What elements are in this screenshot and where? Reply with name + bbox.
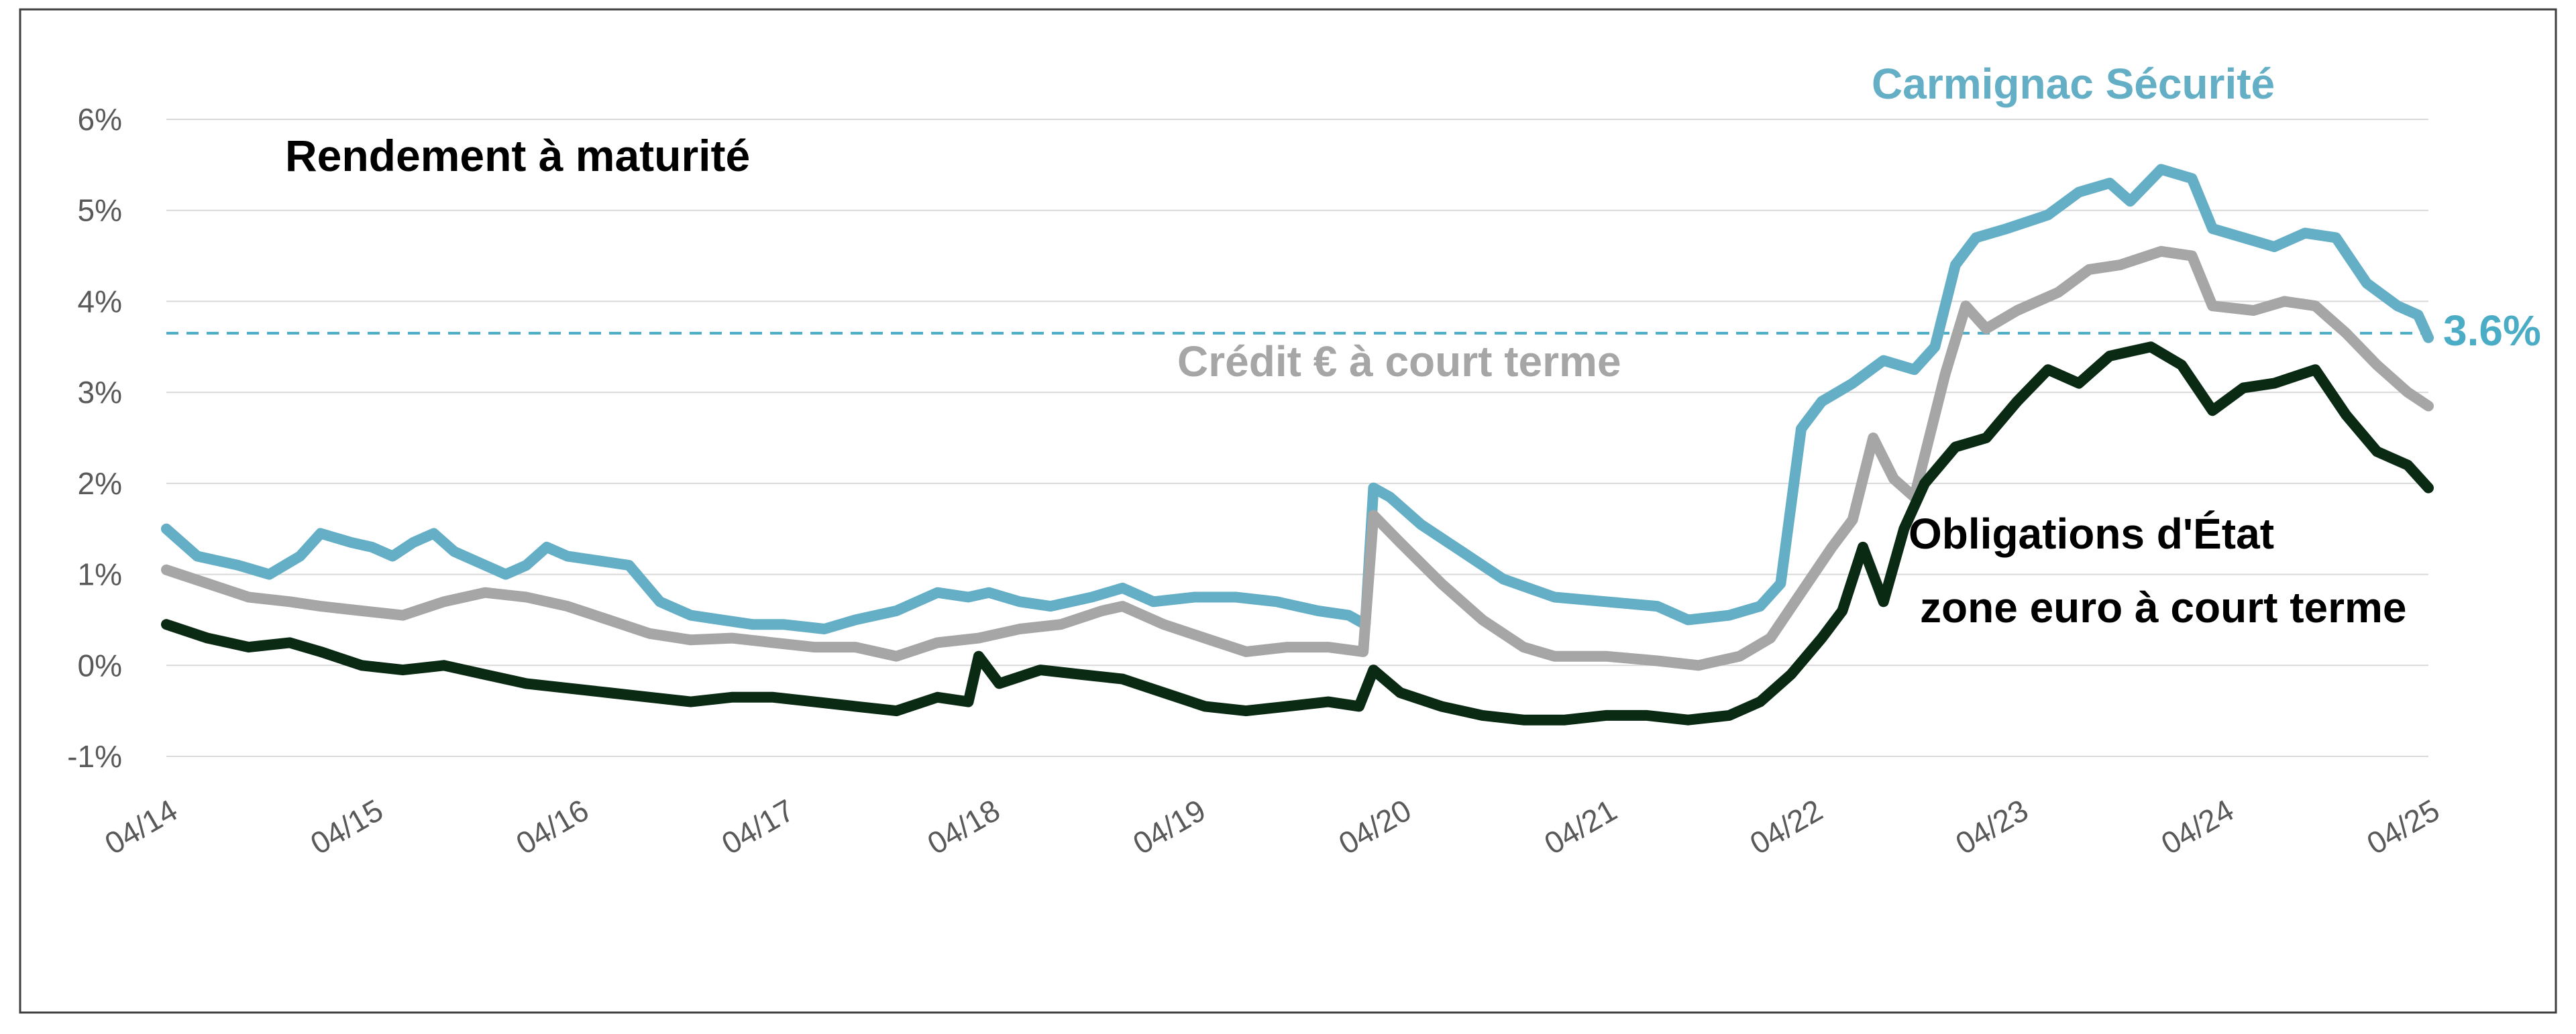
y-tick-label: 4% xyxy=(78,284,122,319)
series-label-credit: Crédit € à court terme xyxy=(1177,337,1621,386)
y-tick-label: 5% xyxy=(78,193,122,228)
series-label-obligations-line1: Obligations d'État xyxy=(1909,510,2274,558)
reference-line-label: 3.6% xyxy=(2443,306,2541,355)
series-label-obligations-line2: zone euro à court terme xyxy=(1920,583,2407,632)
chart-frame xyxy=(19,8,2557,1014)
y-tick-label: 3% xyxy=(78,375,122,410)
series-line-obligations xyxy=(161,341,2434,726)
series-label-carmignac: Carmignac Sécurité xyxy=(1872,60,2275,108)
y-axis-ticks: 6% 5% 4% 3% 2% 1% 0% -1% xyxy=(67,102,122,774)
y-tick-label: 2% xyxy=(78,466,122,501)
chart-title: Rendement à maturité xyxy=(285,131,750,180)
series-line-credit xyxy=(161,245,2434,671)
y-tick-label: 0% xyxy=(78,648,122,683)
series-lines xyxy=(161,164,2434,726)
y-tick-label: -1% xyxy=(67,739,122,774)
y-tick-label: 1% xyxy=(78,557,122,592)
series-line-carmignac xyxy=(161,164,2434,634)
y-tick-label: 6% xyxy=(78,102,122,137)
